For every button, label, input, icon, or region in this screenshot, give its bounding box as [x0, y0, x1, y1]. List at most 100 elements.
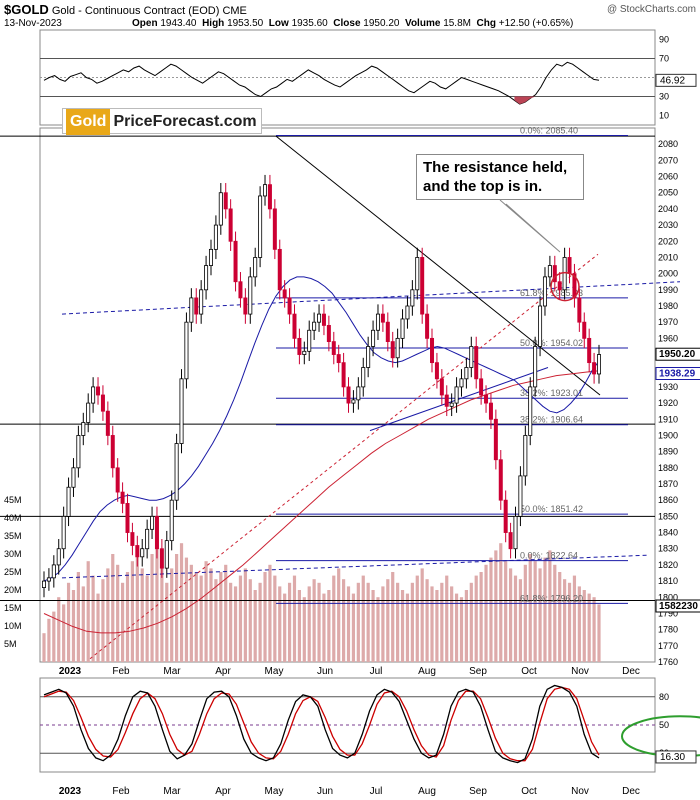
volume-bar: [76, 572, 80, 662]
volume-bar: [214, 579, 218, 662]
volume-tick-label: 25M: [4, 567, 22, 577]
x-axis-label: Dec: [622, 666, 640, 677]
candle-body: [292, 313, 297, 339]
candle-body: [86, 402, 91, 423]
candle-body: [253, 257, 258, 278]
volume-bar: [184, 557, 189, 662]
price-tick-label: 1810: [658, 576, 678, 586]
volume-bar: [160, 561, 164, 662]
volume-bar: [430, 586, 434, 662]
right-value-box: [655, 366, 700, 380]
candle-body: [164, 540, 169, 569]
price-tick-label: 1820: [658, 560, 678, 570]
volume-bar: [106, 568, 110, 662]
candle-body: [498, 459, 503, 501]
volume-bar: [450, 586, 454, 662]
candle-body: [434, 362, 439, 380]
candle-body: [208, 248, 213, 266]
volume-bar: [415, 575, 419, 662]
volume-bar: [371, 590, 375, 662]
candle-body: [125, 503, 130, 533]
stoch-tick-label: 80: [659, 692, 669, 702]
annotation-line-1: The resistance held,: [423, 159, 568, 176]
resistance-dashed-line: [61, 281, 681, 315]
volume-bar: [484, 564, 488, 662]
volume-bar: [204, 561, 208, 662]
volume-bar: [366, 582, 370, 662]
candle-body: [459, 378, 464, 388]
volume-bar: [592, 597, 596, 662]
volume-bar: [582, 590, 586, 662]
volume-bar: [327, 590, 331, 662]
volume-bar: [116, 564, 120, 662]
volume-bar: [278, 586, 282, 662]
price-tick-label: 1840: [658, 528, 678, 538]
candle-body: [42, 580, 47, 588]
candle-body: [469, 346, 474, 368]
rsi-tick-label: 90: [659, 35, 669, 45]
stoch-tick-label: 50: [659, 720, 669, 730]
price-tick-label: 2010: [658, 252, 678, 262]
volume-bar: [474, 575, 478, 662]
candle-body: [430, 337, 435, 364]
candle-body: [115, 467, 120, 493]
x-axis-label: Feb: [112, 666, 130, 677]
candle-body: [513, 515, 518, 550]
volume-bar: [150, 554, 154, 662]
volume-bar: [125, 572, 130, 662]
stoch-last-box: [655, 750, 697, 764]
x-axis-label: Nov: [571, 666, 589, 677]
fib-label: 61.8%: 1985.03: [520, 288, 583, 298]
candle-body: [488, 402, 493, 420]
x-axis-label: Sep: [469, 666, 487, 677]
stoch-x-axis-label: Dec: [622, 786, 640, 797]
volume-bar: [396, 582, 400, 662]
fib-label: 0.0%: 2085.40: [520, 125, 578, 135]
x-axis-label: Oct: [521, 666, 537, 677]
volume-tick-label: 15M: [4, 603, 22, 613]
volume-tick-label: 5M: [4, 639, 17, 649]
candle-body: [120, 491, 125, 504]
volume-bar: [170, 568, 174, 662]
volume-bar: [504, 561, 508, 662]
candle-body: [439, 378, 444, 396]
price-tick-label: 1990: [658, 285, 678, 295]
volume-bar: [140, 568, 144, 662]
volume-bar: [577, 586, 581, 662]
price-tick-label: 2040: [658, 204, 678, 214]
candle-body: [454, 386, 459, 404]
price-tick-label: 1830: [658, 544, 678, 554]
candle-body: [56, 548, 61, 566]
candle-body: [444, 394, 449, 407]
rising-support-line: [369, 367, 549, 432]
candle-body: [243, 297, 248, 315]
candle-body: [272, 208, 277, 250]
volume-bar: [219, 572, 223, 662]
exchange: CME: [222, 5, 247, 17]
price-tick-label: 2020: [658, 236, 678, 246]
stoch-d-line: [43, 686, 600, 762]
price-tick-label: 2000: [658, 269, 678, 279]
volume-bar: [469, 582, 473, 662]
volume-bar: [489, 557, 493, 662]
volume-bar: [47, 618, 51, 662]
x-axis-label: May: [265, 666, 284, 677]
candle-body: [233, 240, 238, 283]
candle-body: [248, 276, 253, 315]
candle-body: [223, 192, 228, 210]
fib-label: 61.8%: 1796.20: [520, 593, 583, 603]
volume-bar: [145, 575, 149, 662]
volume-bar: [273, 575, 277, 662]
volume-bar: [563, 579, 567, 662]
volume-bar: [209, 568, 213, 662]
volume-bar: [263, 572, 267, 662]
candle-body: [81, 422, 86, 436]
volume-bar: [135, 546, 139, 662]
volume-bar: [356, 582, 360, 662]
rsi-line: [43, 61, 600, 105]
volume-bar: [351, 593, 356, 662]
volume-tick-label: 30M: [4, 549, 22, 559]
candle-body: [405, 305, 410, 320]
candle-body: [331, 341, 336, 355]
